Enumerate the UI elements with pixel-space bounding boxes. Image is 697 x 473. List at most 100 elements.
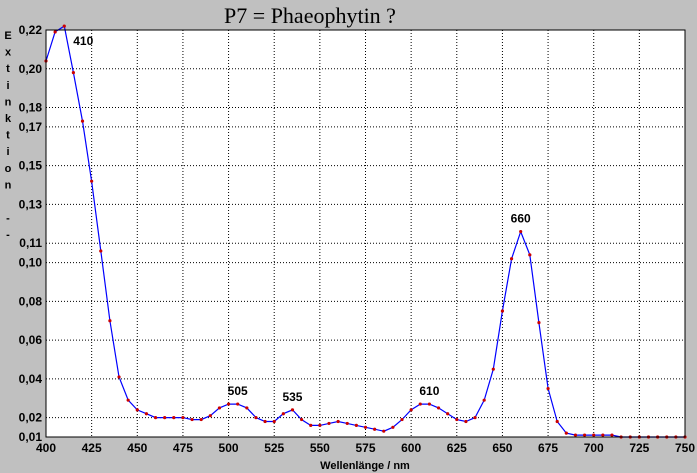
data-point [336, 419, 340, 424]
data-point [436, 406, 441, 410]
x-tick-label: 700 [584, 441, 604, 455]
data-point [290, 408, 295, 412]
plot-border [45, 29, 686, 438]
data-point [601, 433, 605, 437]
data-point [99, 249, 103, 253]
y-tick-label: 0,20 [19, 62, 43, 76]
y-axis-label-char: E [4, 30, 11, 42]
data-point [80, 119, 85, 123]
peak-label: 505 [228, 384, 248, 398]
y-tick-label: 0,02 [19, 411, 43, 425]
data-point [135, 408, 139, 412]
data-point [226, 402, 231, 406]
x-tick-label: 575 [355, 441, 375, 455]
x-tick-label: 425 [82, 441, 102, 455]
data-point [537, 321, 541, 325]
data-point [327, 421, 331, 426]
data-point [245, 406, 249, 410]
x-tick-labels: 400 425 450 475 500 525 550 575 600 625 650 675 700 7… [36, 441, 695, 455]
data-point [263, 419, 267, 424]
x-tick-label: 450 [127, 441, 147, 455]
data-point [62, 24, 66, 28]
data-point [53, 30, 57, 34]
y-tick-labels: 0,22 0,20 0,18 0,17 0,15 0,13 0,11 0,10 0,08 0,06… [19, 23, 43, 444]
x-tick-label: 650 [492, 441, 512, 455]
data-point [281, 412, 285, 416]
data-point [446, 412, 450, 416]
data-point [272, 419, 276, 424]
data-point [592, 433, 596, 437]
data-point [190, 417, 194, 422]
data-point [318, 423, 322, 427]
x-axis-label: Wellenlänge / nm [320, 460, 410, 472]
y-tick-label: 0,04 [19, 372, 43, 386]
data-point [217, 406, 222, 410]
data-point [482, 398, 486, 402]
data-point [254, 416, 258, 420]
data-point [208, 414, 212, 418]
data-point [163, 416, 167, 420]
peak-annotations: 410 505 535 610 660 [73, 34, 531, 404]
y-axis-label-char: i [6, 146, 9, 158]
data-point [382, 429, 386, 433]
y-axis-label-char: t [6, 63, 10, 75]
y-tick-label: 0,17 [19, 120, 43, 134]
data-point [418, 402, 422, 406]
peak-label: 610 [419, 384, 439, 398]
y-axis-label-char: - [6, 213, 10, 225]
y-axis-label-char: k [5, 113, 12, 125]
data-point [546, 386, 550, 391]
y-tick-label: 0,08 [19, 294, 43, 308]
y-tick-label: 0,01 [19, 430, 43, 444]
data-point [108, 319, 112, 323]
y-axis-label-char: n [5, 96, 12, 108]
data-point [172, 416, 176, 420]
data-point [500, 309, 505, 313]
data-point [455, 417, 459, 422]
y-tick-label: 0,10 [19, 256, 43, 270]
data-point [491, 367, 495, 371]
peak-label: 535 [282, 390, 302, 404]
data-point [144, 412, 149, 416]
data-point [528, 253, 532, 257]
data-point [199, 417, 203, 422]
y-axis-label-char: n [5, 179, 12, 191]
data-point [427, 402, 431, 406]
data-point [354, 423, 358, 427]
x-tick-label: 525 [264, 441, 284, 455]
y-axis-label-char: x [5, 47, 12, 59]
x-tick-label: 750 [675, 441, 695, 455]
data-point [300, 417, 304, 422]
y-tick-label: 0,22 [19, 23, 43, 37]
x-tick-label: 475 [173, 441, 193, 455]
data-point [373, 427, 377, 431]
data-point [71, 71, 75, 75]
data-point [473, 416, 477, 420]
data-point [309, 423, 313, 427]
data-point [509, 257, 514, 261]
data-point [409, 408, 413, 412]
data-point [400, 417, 404, 422]
y-tick-label: 0,15 [19, 159, 43, 173]
y-axis-label-char: t [6, 130, 10, 142]
data-point [610, 433, 614, 437]
series-group [44, 24, 687, 439]
y-tick-label: 0,11 [19, 236, 42, 250]
data-point [236, 402, 240, 406]
x-tick-label: 550 [310, 441, 330, 455]
y-tick-label: 0,13 [19, 197, 43, 211]
x-tick-label: 600 [401, 441, 421, 455]
peak-label: 410 [73, 34, 93, 48]
x-tick-label: 400 [36, 441, 56, 455]
data-point [181, 416, 185, 420]
y-axis-label-char: o [5, 163, 12, 175]
data-point [117, 375, 121, 379]
data-point [126, 398, 130, 402]
y-tick-label: 0,06 [19, 333, 43, 347]
y-axis-label-char: i [6, 80, 9, 92]
data-point [582, 433, 587, 437]
data-point [519, 229, 523, 234]
